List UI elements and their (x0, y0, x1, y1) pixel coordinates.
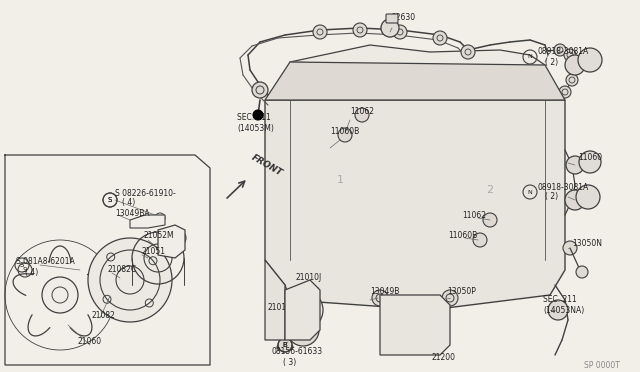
Circle shape (578, 48, 602, 72)
Circle shape (278, 338, 292, 352)
Text: N: N (527, 55, 532, 60)
FancyBboxPatch shape (386, 14, 398, 23)
Circle shape (566, 74, 578, 86)
Circle shape (355, 108, 369, 122)
Text: 21051: 21051 (141, 247, 165, 257)
Circle shape (88, 238, 172, 322)
Text: S 08226-61910-: S 08226-61910- (115, 189, 176, 198)
Circle shape (287, 314, 319, 346)
Text: 21082C: 21082C (107, 266, 136, 275)
Circle shape (565, 190, 585, 210)
Text: 2: 2 (486, 185, 493, 195)
Text: 22630: 22630 (392, 13, 416, 22)
Polygon shape (130, 215, 165, 228)
Text: 11060: 11060 (578, 154, 602, 163)
Circle shape (381, 19, 399, 37)
Circle shape (393, 303, 437, 347)
Text: ( 3): ( 3) (283, 357, 296, 366)
Circle shape (566, 156, 584, 174)
Text: ( 2): ( 2) (545, 192, 558, 202)
Circle shape (338, 128, 352, 142)
Text: SEC. 211: SEC. 211 (237, 113, 271, 122)
Circle shape (559, 86, 571, 98)
Text: 21010JA: 21010JA (290, 288, 321, 296)
Text: (14053NA): (14053NA) (543, 305, 584, 314)
Polygon shape (380, 295, 450, 355)
Circle shape (565, 55, 585, 75)
Circle shape (576, 185, 600, 209)
Circle shape (42, 277, 78, 313)
Circle shape (442, 290, 458, 306)
Text: ( 4): ( 4) (25, 267, 38, 276)
Circle shape (353, 23, 367, 37)
Text: 13050N: 13050N (572, 238, 602, 247)
Text: S: S (108, 197, 112, 203)
Circle shape (563, 241, 577, 255)
Circle shape (283, 290, 323, 330)
Text: 13050P: 13050P (447, 288, 476, 296)
Text: S: S (23, 267, 27, 273)
Circle shape (473, 233, 487, 247)
Text: ( 2): ( 2) (545, 58, 558, 67)
Text: S 081A8-6201A: S 081A8-6201A (16, 257, 75, 266)
Text: 11062: 11062 (462, 211, 486, 219)
Circle shape (253, 110, 263, 120)
Circle shape (313, 25, 327, 39)
Circle shape (564, 49, 576, 61)
Polygon shape (290, 45, 545, 100)
Text: 11062: 11062 (350, 108, 374, 116)
Text: 08156-61633: 08156-61633 (272, 347, 323, 356)
Text: 21010J: 21010J (295, 273, 321, 282)
Circle shape (393, 25, 407, 39)
Text: 13049B: 13049B (370, 288, 399, 296)
Text: 13049BA: 13049BA (115, 208, 150, 218)
Text: B: B (283, 342, 287, 348)
Text: ( 4): ( 4) (122, 199, 135, 208)
Text: 21010: 21010 (268, 304, 292, 312)
Text: S: S (20, 262, 24, 268)
Text: 21082: 21082 (92, 311, 116, 320)
Text: 21060: 21060 (78, 337, 102, 346)
Circle shape (576, 266, 588, 278)
Text: 21052M: 21052M (143, 231, 173, 241)
Text: 21200: 21200 (432, 353, 456, 362)
Text: 11060B: 11060B (330, 128, 359, 137)
Polygon shape (265, 260, 285, 340)
Circle shape (569, 59, 581, 71)
Text: 1: 1 (337, 175, 344, 185)
Text: 08918-3081A: 08918-3081A (538, 48, 589, 57)
Text: (14053M): (14053M) (237, 124, 274, 132)
Polygon shape (265, 100, 565, 310)
Circle shape (372, 290, 388, 306)
Circle shape (554, 44, 566, 56)
Text: FRONT: FRONT (250, 153, 284, 177)
Text: S: S (108, 197, 112, 203)
Text: B: B (283, 342, 287, 348)
Circle shape (461, 45, 475, 59)
Circle shape (548, 300, 568, 320)
Circle shape (579, 151, 601, 173)
Circle shape (170, 230, 186, 246)
Polygon shape (285, 280, 320, 340)
Circle shape (252, 82, 268, 98)
Circle shape (433, 31, 447, 45)
Polygon shape (158, 225, 185, 258)
Text: 11060B: 11060B (448, 231, 477, 240)
Circle shape (483, 213, 497, 227)
Text: N: N (527, 189, 532, 195)
Text: 08918-3081A: 08918-3081A (538, 183, 589, 192)
Text: SEC. 211: SEC. 211 (543, 295, 577, 305)
Text: SP 0000T: SP 0000T (584, 360, 620, 369)
Polygon shape (265, 62, 565, 100)
